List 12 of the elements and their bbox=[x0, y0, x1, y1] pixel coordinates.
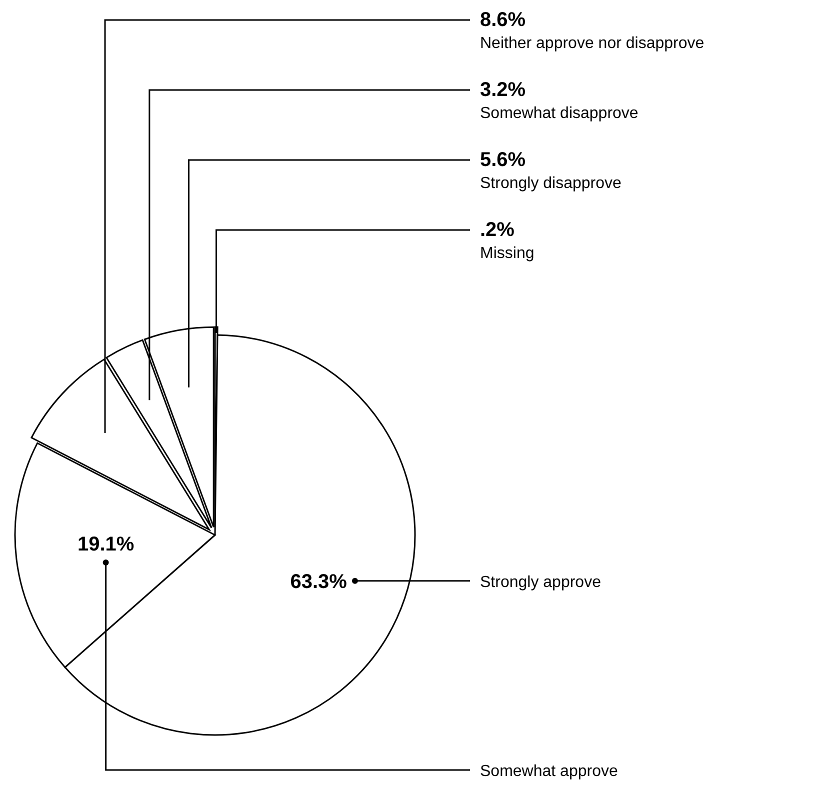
data-label: 3.2% bbox=[480, 79, 526, 101]
data-label: 63.3% bbox=[290, 570, 348, 593]
data-label: 5.6% bbox=[480, 149, 526, 171]
slice-label: Strongly approve bbox=[480, 574, 602, 591]
data-label: .2% bbox=[480, 219, 515, 241]
data-label: 19.1% bbox=[77, 533, 134, 556]
slice-label: Somewhat approve bbox=[480, 763, 618, 780]
slice-label: Somewhat disapprove bbox=[480, 105, 638, 122]
data-label: 8.6% bbox=[480, 9, 526, 31]
slice-label: Neither approve nor disapprove bbox=[480, 35, 704, 52]
slice-label: Missing bbox=[480, 245, 534, 262]
slice-label: Strongly disapprove bbox=[480, 175, 622, 192]
